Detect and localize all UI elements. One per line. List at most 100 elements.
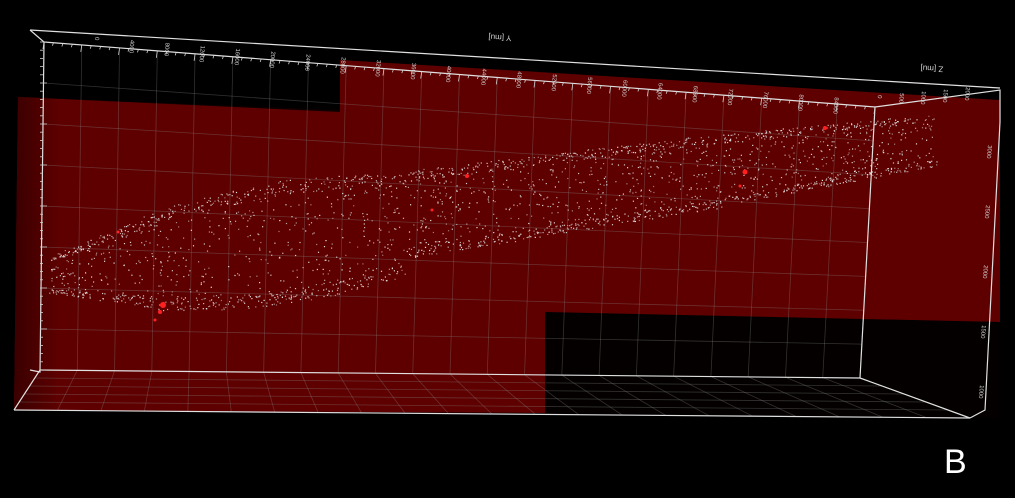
point bbox=[588, 209, 590, 211]
point bbox=[551, 212, 553, 214]
point bbox=[866, 176, 868, 178]
point bbox=[685, 205, 687, 207]
point bbox=[830, 185, 832, 187]
point bbox=[831, 180, 833, 182]
point bbox=[833, 125, 835, 127]
point bbox=[730, 171, 732, 173]
point bbox=[386, 279, 388, 282]
point bbox=[397, 207, 399, 209]
point bbox=[89, 250, 91, 252]
point bbox=[808, 157, 810, 159]
point bbox=[337, 287, 339, 289]
point bbox=[155, 218, 157, 220]
grid-line-vertical bbox=[151, 50, 158, 372]
point bbox=[797, 134, 799, 136]
point bbox=[465, 248, 467, 250]
point bbox=[344, 195, 346, 197]
point bbox=[696, 160, 698, 162]
point bbox=[532, 184, 534, 186]
point bbox=[840, 157, 842, 159]
point bbox=[692, 205, 694, 207]
point bbox=[62, 292, 64, 294]
point bbox=[612, 158, 614, 160]
point bbox=[694, 195, 696, 197]
point bbox=[371, 220, 373, 222]
tick-mark bbox=[108, 47, 111, 51]
point bbox=[294, 224, 296, 226]
tick-mark bbox=[165, 51, 168, 55]
point bbox=[436, 241, 438, 243]
point bbox=[416, 255, 418, 257]
point bbox=[456, 238, 458, 241]
point bbox=[324, 279, 326, 281]
bbox-floor-left-edge bbox=[13, 369, 41, 411]
point bbox=[395, 228, 397, 230]
point bbox=[196, 290, 198, 292]
point bbox=[277, 295, 279, 298]
point bbox=[758, 159, 760, 161]
point bbox=[364, 181, 366, 183]
point bbox=[305, 181, 307, 183]
point bbox=[404, 180, 406, 182]
point bbox=[200, 205, 203, 207]
point bbox=[502, 160, 504, 162]
point bbox=[221, 194, 223, 196]
point bbox=[349, 214, 351, 216]
point bbox=[202, 276, 204, 278]
point bbox=[498, 159, 500, 162]
grid-line-floor-depth bbox=[34, 377, 883, 387]
point bbox=[662, 216, 664, 218]
point bbox=[932, 156, 934, 158]
volume-fill bbox=[14, 60, 1000, 413]
point bbox=[208, 267, 210, 269]
y-tick-label: 60000 bbox=[620, 80, 627, 98]
point bbox=[640, 203, 642, 205]
point bbox=[862, 126, 864, 129]
point bbox=[283, 280, 285, 282]
point bbox=[180, 208, 183, 210]
point bbox=[880, 175, 882, 177]
point bbox=[703, 202, 705, 204]
point bbox=[478, 242, 480, 244]
point bbox=[458, 210, 460, 212]
y-tick-label: 4000 bbox=[127, 40, 134, 54]
point bbox=[235, 203, 237, 205]
point bbox=[160, 274, 162, 276]
point bbox=[936, 161, 938, 163]
point bbox=[432, 191, 435, 193]
point bbox=[870, 129, 872, 131]
tick-mark bbox=[703, 93, 706, 97]
point bbox=[610, 211, 612, 213]
point bbox=[870, 165, 872, 167]
point bbox=[88, 263, 90, 265]
point bbox=[274, 297, 276, 299]
tick-mark bbox=[505, 78, 508, 82]
point bbox=[859, 125, 861, 127]
red-spot bbox=[160, 302, 166, 308]
point bbox=[639, 143, 641, 145]
point bbox=[362, 216, 365, 218]
point bbox=[358, 182, 360, 184]
point bbox=[575, 224, 577, 226]
point bbox=[357, 246, 359, 248]
point bbox=[711, 172, 713, 174]
point bbox=[734, 198, 736, 200]
point bbox=[584, 152, 586, 154]
point bbox=[346, 186, 349, 188]
point bbox=[220, 193, 222, 195]
point bbox=[85, 272, 87, 274]
point bbox=[700, 188, 702, 190]
point bbox=[472, 167, 474, 169]
point bbox=[223, 307, 225, 309]
point bbox=[267, 262, 269, 264]
point bbox=[649, 159, 652, 161]
point bbox=[325, 259, 327, 261]
point bbox=[328, 293, 330, 295]
point bbox=[621, 221, 623, 223]
point bbox=[400, 175, 402, 177]
point bbox=[743, 174, 745, 176]
point bbox=[129, 254, 131, 256]
point bbox=[188, 274, 190, 276]
